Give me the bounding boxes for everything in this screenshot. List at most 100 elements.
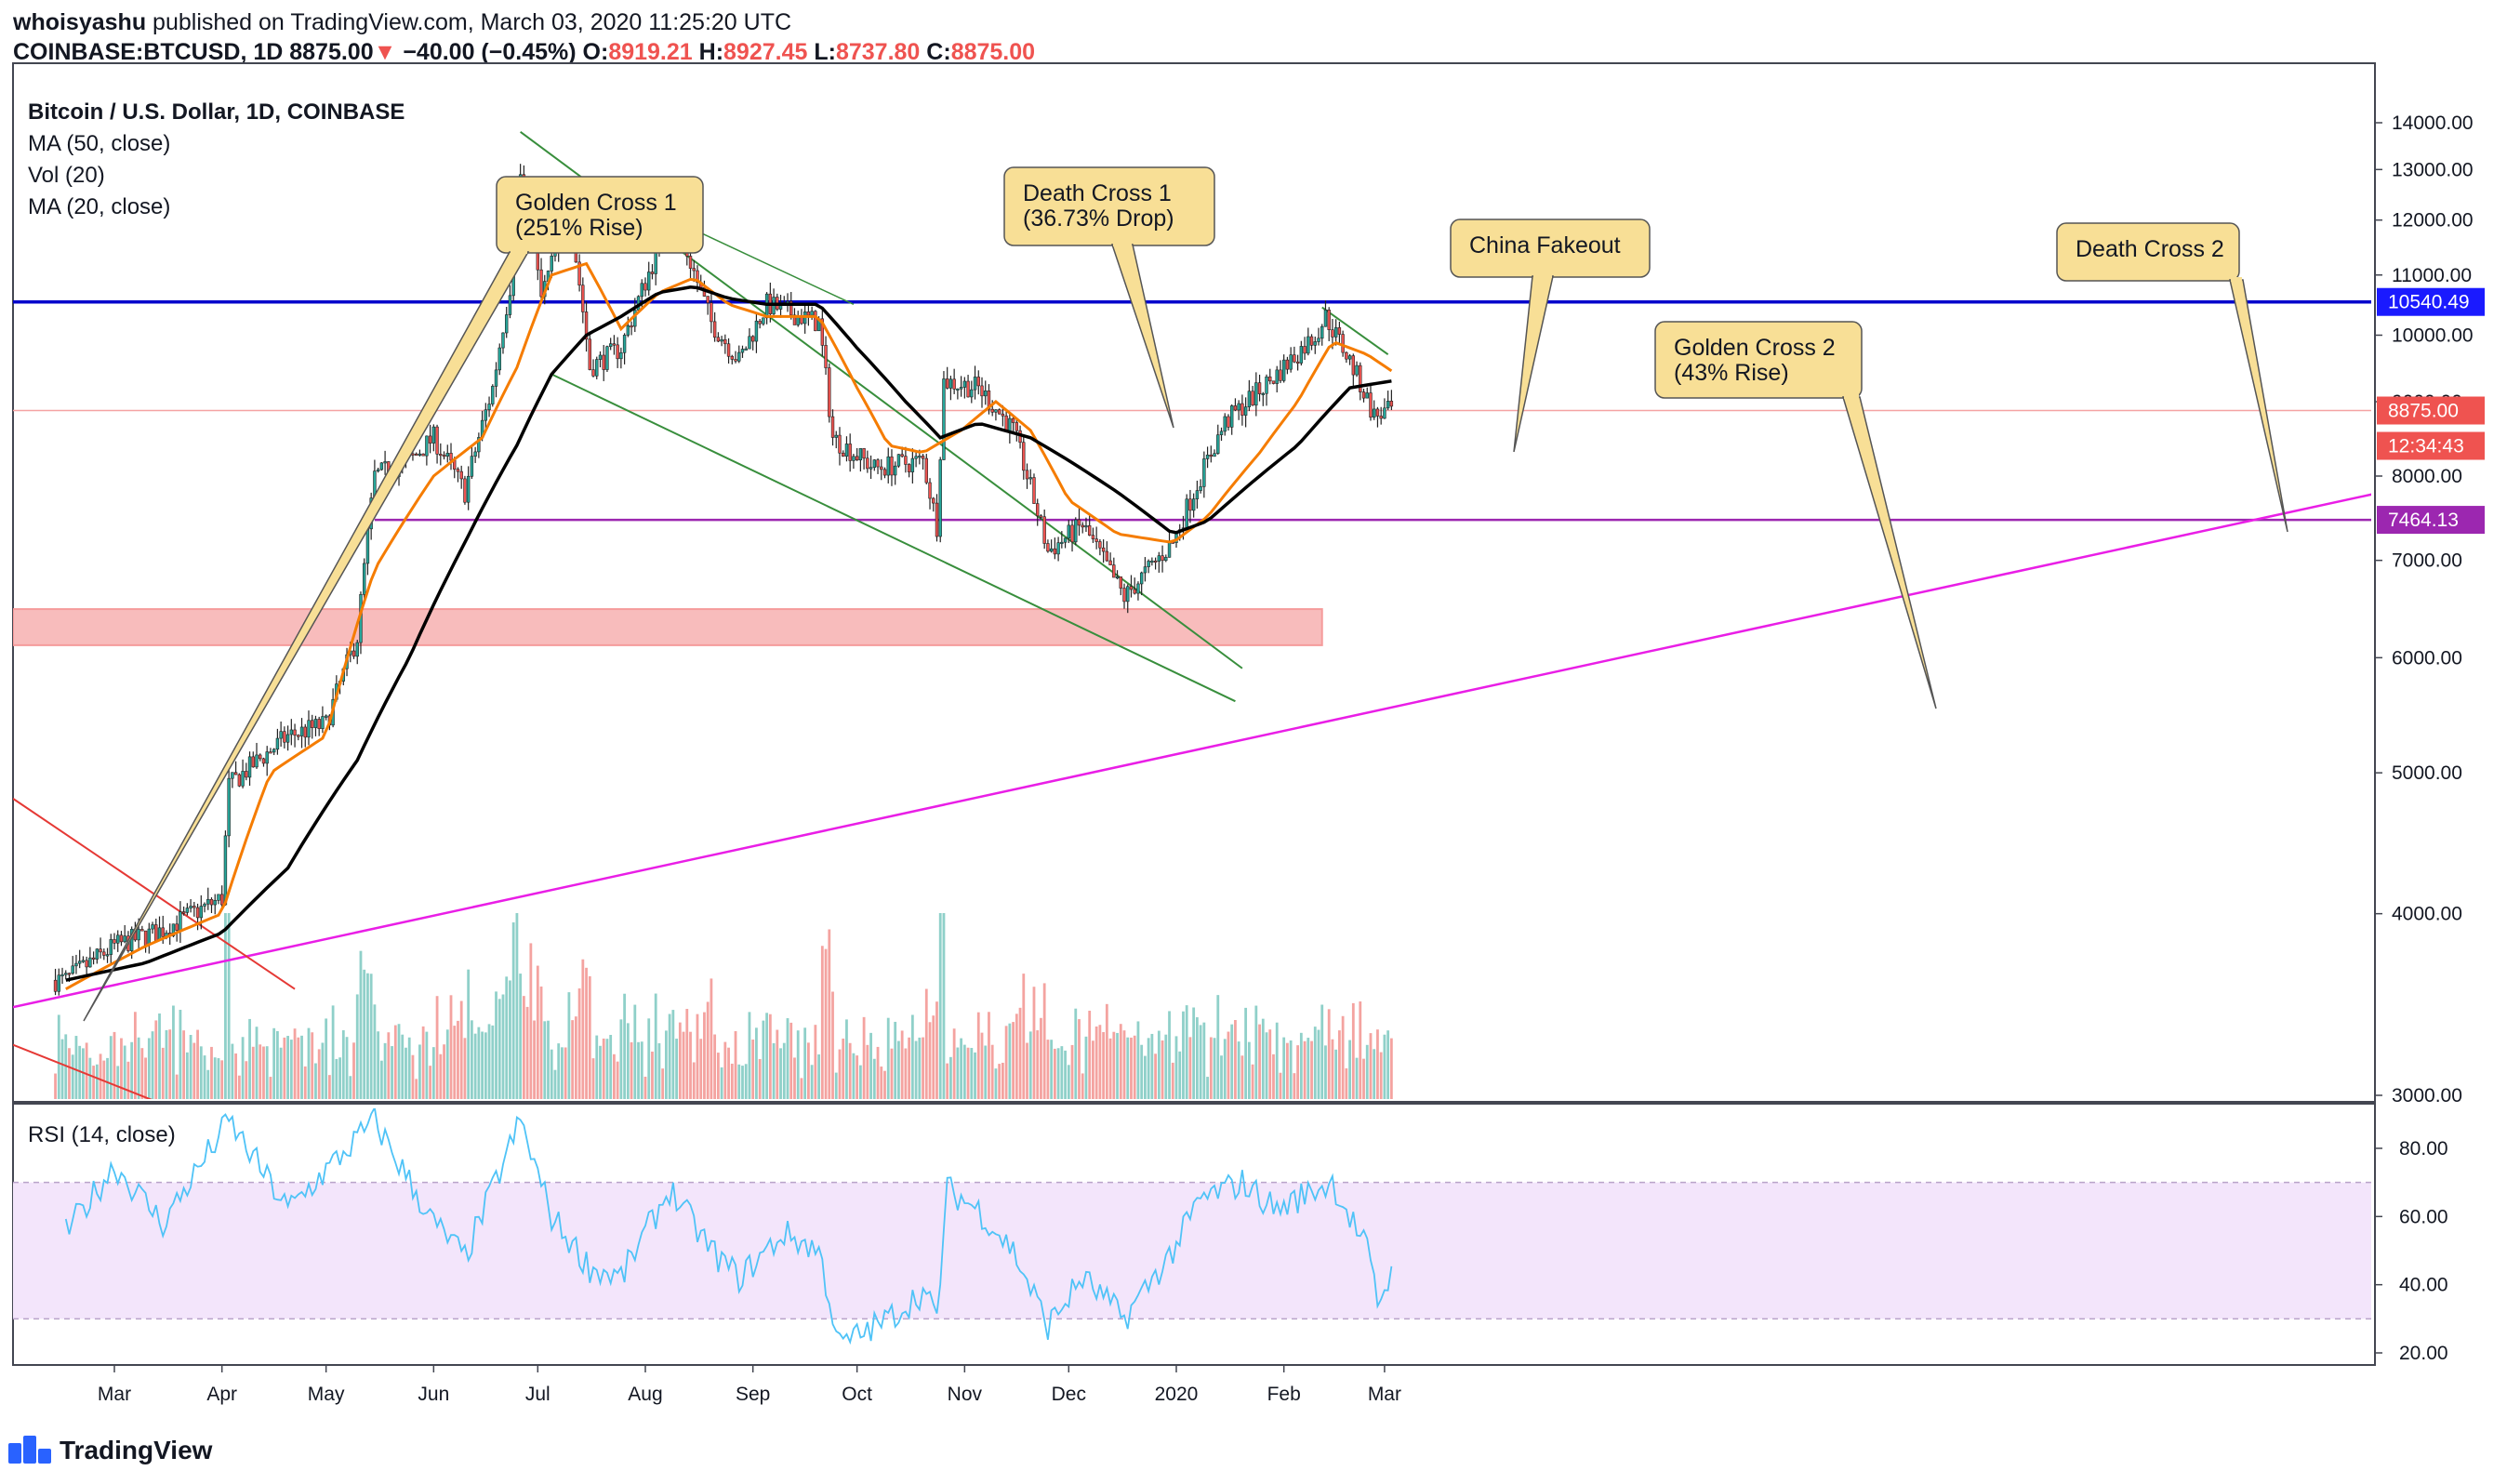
rsi-line[interactable] — [64, 1107, 1393, 1345]
callout-dc2[interactable]: Death Cross 2 — [2056, 222, 2288, 533]
candle[interactable] — [1337, 327, 1342, 335]
candle[interactable] — [293, 729, 297, 736]
candle[interactable] — [914, 456, 918, 459]
candle[interactable] — [1112, 564, 1116, 578]
candle[interactable] — [1333, 327, 1338, 338]
legend-title[interactable]: Bitcoin / U.S. Dollar, 1D, COINBASE — [28, 99, 405, 125]
candle[interactable] — [459, 470, 463, 480]
candle[interactable] — [1386, 401, 1390, 409]
candle[interactable] — [893, 465, 897, 476]
main-pane[interactable] — [12, 62, 2376, 1103]
candle[interactable] — [886, 456, 890, 476]
candle[interactable] — [99, 948, 102, 953]
candle[interactable] — [928, 482, 932, 499]
candle[interactable] — [1303, 346, 1307, 354]
candle[interactable] — [1257, 382, 1262, 394]
candle[interactable] — [1161, 555, 1164, 562]
candle[interactable] — [227, 777, 231, 837]
candle[interactable] — [723, 338, 727, 345]
tradingview-brand[interactable]: TradingView — [7, 1432, 212, 1469]
candle[interactable] — [1279, 369, 1282, 381]
candle[interactable] — [1122, 588, 1126, 603]
candle[interactable] — [1309, 336, 1314, 346]
candle[interactable] — [1237, 403, 1240, 411]
candle[interactable] — [192, 906, 196, 908]
candle[interactable] — [265, 751, 269, 764]
candle[interactable] — [363, 563, 366, 595]
candle[interactable] — [1240, 403, 1244, 416]
candle[interactable] — [311, 720, 314, 728]
candle[interactable] — [952, 378, 956, 390]
candle[interactable] — [973, 377, 977, 391]
candle[interactable] — [1015, 422, 1019, 431]
candle[interactable] — [1268, 376, 1272, 382]
candle[interactable] — [1164, 557, 1168, 562]
candle[interactable] — [924, 457, 928, 484]
candle[interactable] — [299, 726, 304, 736]
candle[interactable] — [81, 960, 86, 962]
candle[interactable] — [1039, 515, 1043, 518]
candle[interactable] — [233, 772, 238, 775]
candle[interactable] — [720, 338, 723, 342]
candle[interactable] — [463, 478, 467, 503]
candle[interactable] — [1147, 561, 1150, 567]
candle[interactable] — [1063, 537, 1068, 543]
candle[interactable] — [491, 386, 495, 404]
candle[interactable] — [918, 456, 922, 458]
candle[interactable] — [1327, 310, 1331, 330]
candle[interactable] — [734, 359, 737, 362]
callout-gc1[interactable]: Golden Cross 1(251% Rise) — [83, 176, 704, 1022]
candle[interactable] — [1022, 442, 1026, 471]
candle[interactable] — [105, 954, 110, 957]
candle[interactable] — [1094, 538, 1098, 542]
candle[interactable] — [1067, 524, 1071, 539]
candle[interactable] — [1299, 346, 1304, 364]
candle[interactable] — [376, 469, 380, 471]
candle[interactable] — [1351, 355, 1356, 376]
candle[interactable] — [1042, 516, 1046, 544]
candle[interactable] — [1202, 458, 1206, 487]
candle[interactable] — [237, 774, 242, 787]
candle[interactable] — [67, 973, 72, 975]
candle[interactable] — [1383, 407, 1386, 419]
candle[interactable] — [1049, 548, 1054, 552]
candle[interactable] — [189, 906, 192, 908]
candle[interactable] — [1219, 431, 1224, 435]
candle[interactable] — [102, 951, 106, 956]
candle[interactable] — [245, 771, 248, 778]
candle[interactable] — [1101, 547, 1106, 552]
candle[interactable] — [1153, 560, 1158, 563]
candle[interactable] — [712, 321, 717, 338]
candle[interactable] — [1271, 380, 1276, 384]
candle[interactable] — [696, 270, 699, 283]
callout-china[interactable]: China Fakeout — [1450, 219, 1651, 453]
candle[interactable] — [862, 448, 866, 459]
candle[interactable] — [213, 900, 217, 906]
candle[interactable] — [283, 731, 286, 743]
candle[interactable] — [814, 311, 817, 332]
candle[interactable] — [754, 320, 759, 342]
candle[interactable] — [497, 347, 501, 371]
candle[interactable] — [1115, 576, 1120, 579]
candle[interactable] — [1143, 566, 1147, 574]
candle[interactable] — [882, 469, 887, 476]
candle[interactable] — [1108, 560, 1112, 565]
candle[interactable] — [289, 729, 294, 735]
candle[interactable] — [251, 756, 255, 768]
candle[interactable] — [456, 469, 460, 472]
callout-dc1[interactable]: Death Cross 1(36.73% Drop) — [1003, 166, 1215, 429]
candle[interactable] — [285, 734, 290, 743]
candle[interactable] — [473, 451, 477, 457]
candle[interactable] — [435, 426, 439, 455]
legend-vol[interactable]: Vol (20) — [28, 163, 105, 188]
candle[interactable] — [1070, 524, 1074, 543]
candle[interactable] — [907, 464, 911, 472]
candle[interactable] — [487, 404, 491, 411]
candle[interactable] — [219, 894, 224, 906]
candle[interactable] — [820, 318, 825, 346]
candle[interactable] — [484, 409, 488, 421]
candle[interactable] — [1032, 477, 1036, 504]
early-support-line[interactable] — [13, 1043, 222, 1128]
candle[interactable] — [710, 302, 713, 323]
candle[interactable] — [858, 448, 863, 461]
